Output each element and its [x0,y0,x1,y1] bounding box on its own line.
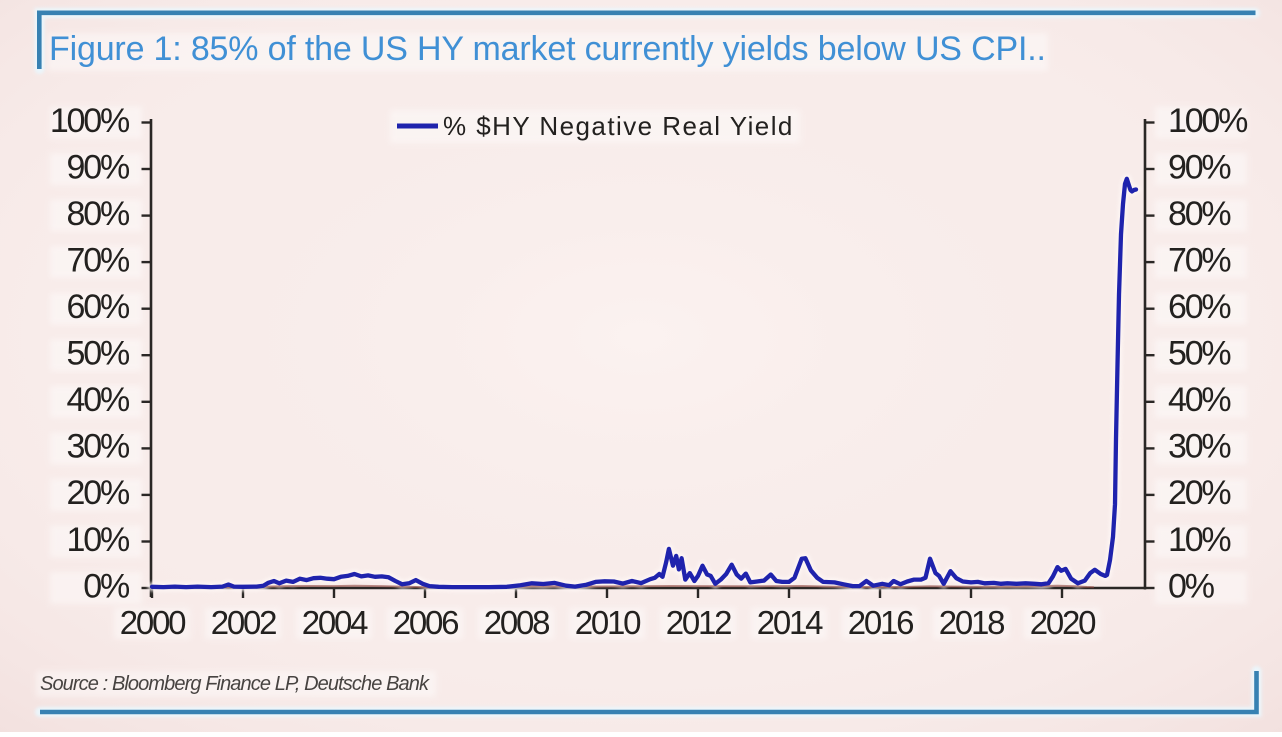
svg-text:0%: 0% [83,567,130,605]
svg-text:2008: 2008 [484,604,549,641]
svg-text:30%: 30% [1168,428,1231,466]
svg-text:90%: 90% [67,148,130,186]
svg-text:70%: 70% [1168,241,1231,279]
svg-text:30%: 30% [67,428,130,466]
svg-text:2006: 2006 [393,604,458,641]
svg-text:0%: 0% [1168,567,1215,605]
svg-text:50%: 50% [67,335,130,373]
svg-text:2010: 2010 [575,604,641,641]
svg-text:Source : Bloomberg Finance LP,: Source : Bloomberg Finance LP, Deutsche … [40,673,430,695]
svg-text:2000: 2000 [120,604,186,641]
svg-text:2012: 2012 [666,604,731,641]
svg-text:20%: 20% [67,474,130,512]
svg-text:50%: 50% [1168,335,1231,373]
svg-text:70%: 70% [67,241,130,279]
svg-text:10%: 10% [67,521,130,559]
svg-text:40%: 40% [1168,381,1231,419]
svg-text:2004: 2004 [302,604,368,641]
svg-text:2020: 2020 [1030,604,1096,641]
svg-text:60%: 60% [1168,288,1231,326]
svg-text:90%: 90% [1168,148,1231,186]
svg-text:100%: 100% [1168,102,1248,140]
svg-text:20%: 20% [1168,474,1231,512]
svg-text:100%: 100% [50,102,130,140]
svg-text:2018: 2018 [939,604,1004,641]
svg-text:2014: 2014 [757,604,823,641]
svg-text:80%: 80% [67,195,130,233]
svg-text:80%: 80% [1168,195,1231,233]
svg-text:40%: 40% [67,381,130,419]
svg-text:2016: 2016 [848,604,913,641]
svg-text:Figure 1: 85% of the US HY mar: Figure 1: 85% of the US HY market curren… [49,30,1046,68]
svg-text:2002: 2002 [211,604,276,641]
svg-text:10%: 10% [1168,521,1231,559]
svg-text:60%: 60% [67,288,130,326]
svg-text:% $HY Negative Real Yield: % $HY Negative Real Yield [443,111,794,141]
